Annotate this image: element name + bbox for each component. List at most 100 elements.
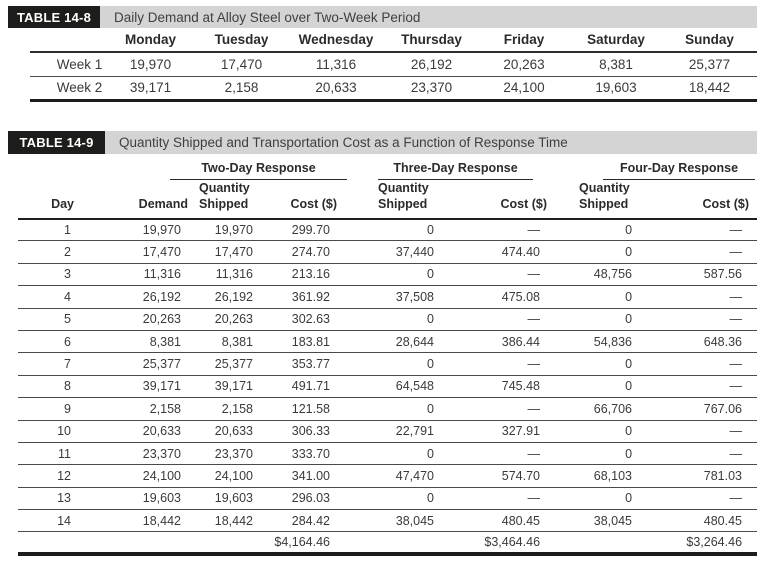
t9-body: 1 19,970 19,970 299.70 0—0—2 17,470 17,470 274.… bbox=[18, 218, 758, 533]
demand-cell: 25,377 bbox=[662, 52, 757, 77]
column-header-saturday: Saturday bbox=[570, 28, 662, 53]
qty-shipped-four-day-cell: 0 bbox=[555, 420, 648, 443]
cost-three-day-cell: — bbox=[449, 218, 556, 242]
qty-shipped-two-day-cell: 26,192 bbox=[196, 285, 268, 309]
column-header-friday: Friday bbox=[478, 28, 570, 53]
cost-two-day-cell: 333.70 bbox=[268, 442, 345, 466]
cost-four-day-cell: 781.03 bbox=[647, 464, 758, 488]
cost-three-day-cell: 327.91 bbox=[449, 420, 556, 443]
qty-shipped-three-day-cell: 0 bbox=[345, 352, 449, 376]
demand-cell: 39,171 bbox=[86, 375, 196, 399]
qty-shipped-four-day-cell: 66,706 bbox=[555, 397, 648, 421]
demand-cell: 25,377 bbox=[86, 352, 196, 376]
cost-three-day-cell: 474.40 bbox=[449, 240, 556, 264]
column-header-tuesday: Tuesday bbox=[196, 28, 287, 53]
qty-shipped-three-day-cell: 0 bbox=[345, 218, 449, 242]
demand-cell: 18,442 bbox=[688, 80, 731, 95]
qty-shipped-two-day-cell: 18,442 bbox=[196, 509, 268, 533]
qty-shipped-two-day-cell: 11,316 bbox=[196, 263, 268, 287]
qty-shipped-two-day-cell: 19,970 bbox=[196, 218, 268, 242]
day-cell: 9 bbox=[18, 397, 86, 421]
qty-shipped-three-day-cell: 0 bbox=[345, 397, 449, 421]
table-14-8-block: TABLE 14-8 Daily Demand at Alloy Steel o… bbox=[8, 6, 757, 102]
demand-cell: 19,603 bbox=[86, 487, 196, 511]
cost-two-day-cell: 299.70 bbox=[268, 218, 345, 242]
column-header-day: Day bbox=[18, 179, 86, 220]
table-14-8-tag-badge: TABLE 14-8 bbox=[8, 6, 100, 28]
qty-shipped-three-day-cell: 47,470 bbox=[345, 464, 449, 488]
qty-shipped-three-day-cell: 38,045 bbox=[345, 509, 449, 533]
table-14-9-tag-badge: TABLE 14-9 bbox=[8, 130, 105, 154]
empty-cell bbox=[196, 532, 268, 554]
group-header-label: Four-Day Response bbox=[603, 161, 756, 180]
demand-table: Monday Tuesday Wednesday Thursday Friday… bbox=[30, 28, 757, 102]
qty-shipped-two-day-cell: 25,377 bbox=[196, 352, 268, 376]
cost-four-day-cell: 648.36 bbox=[647, 330, 758, 354]
demand-cell: 24,100 bbox=[503, 80, 545, 95]
column-header-monday: Monday bbox=[105, 28, 196, 53]
cost-four-day-cell: — bbox=[647, 308, 758, 331]
demand-table-header-row: Monday Tuesday Wednesday Thursday Friday… bbox=[30, 28, 757, 53]
day-cell: 12 bbox=[18, 464, 86, 488]
demand-cell: 19,970 bbox=[86, 218, 196, 242]
group-header-label: Two-Day Response bbox=[170, 161, 347, 180]
column-header-wednesday: Wednesday bbox=[287, 28, 385, 53]
demand-cell: 17,470 bbox=[86, 240, 196, 264]
demand-cell: 20,633 bbox=[86, 420, 196, 443]
shipping-cost-table: Two-Day Response Three-Day Response Four… bbox=[18, 154, 758, 556]
demand-cell: 18,442 bbox=[86, 509, 196, 533]
qty-shipped-four-day-cell: 38,045 bbox=[555, 509, 648, 533]
cost-four-day-cell: — bbox=[647, 420, 758, 443]
table-row: 12 24,100 24,100 341.00 47,470 574.70 68,103 78… bbox=[18, 464, 758, 488]
qty-shipped-four-day-cell: 0 bbox=[555, 308, 648, 331]
demand-cell: 23,370 bbox=[410, 80, 453, 95]
column-header-demand: Demand bbox=[86, 179, 196, 220]
day-cell: 14 bbox=[18, 509, 86, 533]
day-cell: 11 bbox=[18, 442, 86, 466]
demand-cell: 19,970 bbox=[105, 52, 196, 77]
cost-three-day-cell: — bbox=[449, 263, 556, 287]
demand-cell: 39,171 bbox=[129, 80, 172, 95]
week-1-row: Week 1 19,970 17,470 11,316 26,192 20,26… bbox=[30, 52, 757, 77]
qty-shipped-three-day-cell: 64,548 bbox=[345, 375, 449, 399]
empty-corner-cell bbox=[30, 28, 105, 53]
qty-shipped-two-day-cell: 19,603 bbox=[196, 487, 268, 511]
cost-three-day-cell: 386.44 bbox=[449, 330, 556, 354]
qty-shipped-three-day-cell: 0 bbox=[345, 442, 449, 466]
qty-shipped-three-day-cell: 0 bbox=[345, 263, 449, 287]
cost-two-day-cell: 284.42 bbox=[268, 509, 345, 533]
group-header-two-day: Two-Day Response bbox=[170, 154, 347, 180]
empty-cell bbox=[345, 532, 449, 554]
qty-shipped-two-day-cell: 17,470 bbox=[196, 240, 268, 264]
demand-cell: 11,316 bbox=[86, 263, 196, 287]
demand-cell: 26,192 bbox=[86, 285, 196, 309]
qty-shipped-four-day-cell: 0 bbox=[555, 285, 648, 309]
column-header-cost: Cost ($) bbox=[647, 179, 758, 220]
cost-four-day-cell: — bbox=[647, 240, 758, 264]
demand-cell: 24,100 bbox=[86, 464, 196, 488]
column-header-cost: Cost ($) bbox=[449, 179, 556, 220]
cost-two-day-cell: 213.16 bbox=[268, 263, 345, 287]
qty-shipped-four-day-cell: 0 bbox=[555, 487, 648, 511]
group-header-three-day: Three-Day Response bbox=[345, 154, 555, 180]
cost-four-day-cell: 767.06 bbox=[647, 397, 758, 421]
qty-shipped-two-day-cell: 39,171 bbox=[196, 375, 268, 399]
cost-two-day-cell: 296.03 bbox=[268, 487, 345, 511]
group-header-label: Three-Day Response bbox=[378, 161, 534, 180]
table-row: 8 39,171 39,171 491.71 64,548 745.48 0— bbox=[18, 375, 758, 399]
demand-cell: 20,263 bbox=[478, 52, 570, 77]
totals-row: $4,164.46 $3,464.46 $3,264.46 bbox=[18, 532, 757, 554]
qty-shipped-four-day-cell: 0 bbox=[555, 218, 648, 242]
cost-three-day-cell: 480.45 bbox=[449, 509, 556, 533]
table-row: 1 19,970 19,970 299.70 0—0— bbox=[18, 218, 758, 242]
cost-three-day-cell: 475.08 bbox=[449, 285, 556, 309]
total-cost-three-day: $3,464.46 bbox=[484, 535, 541, 550]
qty-shipped-three-day-cell: 37,508 bbox=[345, 285, 449, 309]
day-cell: 8 bbox=[18, 375, 86, 399]
qty-shipped-four-day-cell: 48,756 bbox=[555, 263, 648, 287]
cost-four-day-cell: — bbox=[647, 487, 758, 511]
table-row: 6 8,381 8,381 183.81 28,644 386.44 54,836 648.3… bbox=[18, 330, 758, 354]
column-header-sunday: Sunday bbox=[662, 28, 757, 53]
day-cell: 7 bbox=[18, 352, 86, 376]
table-14-8-title-bar: TABLE 14-8 Daily Demand at Alloy Steel o… bbox=[8, 6, 757, 28]
